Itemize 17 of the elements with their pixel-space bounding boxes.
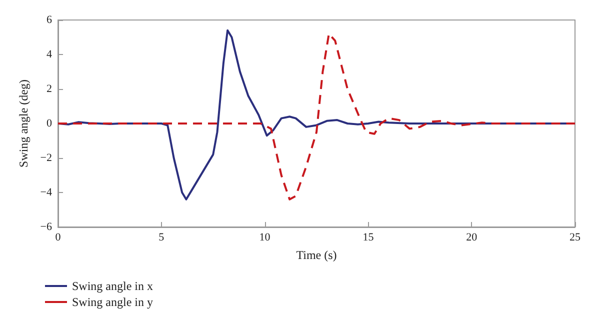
x-tick-label: 5 (158, 232, 165, 244)
x-tick-label: 0 (55, 232, 62, 244)
y-tick-label: 2 (46, 83, 52, 95)
y-tick-label: −2 (40, 152, 52, 164)
legend-label: Swing angle in x (72, 279, 153, 293)
y-tick-label: 6 (46, 14, 52, 26)
y-axis-title: Swing angle (deg) (16, 80, 30, 168)
x-axis-title: Time (s) (296, 248, 337, 262)
y-tick-label: −6 (40, 221, 52, 233)
legend-label: Swing angle in y (72, 295, 153, 309)
x-tick-label: 20 (466, 232, 478, 244)
x-tick-label: 15 (362, 232, 374, 244)
x-tick-label: 10 (259, 232, 271, 244)
y-tick-label: 4 (46, 48, 52, 60)
x-tick-label: 25 (570, 232, 581, 244)
y-tick-label: −4 (40, 186, 52, 198)
y-tick-label: 0 (46, 118, 52, 130)
